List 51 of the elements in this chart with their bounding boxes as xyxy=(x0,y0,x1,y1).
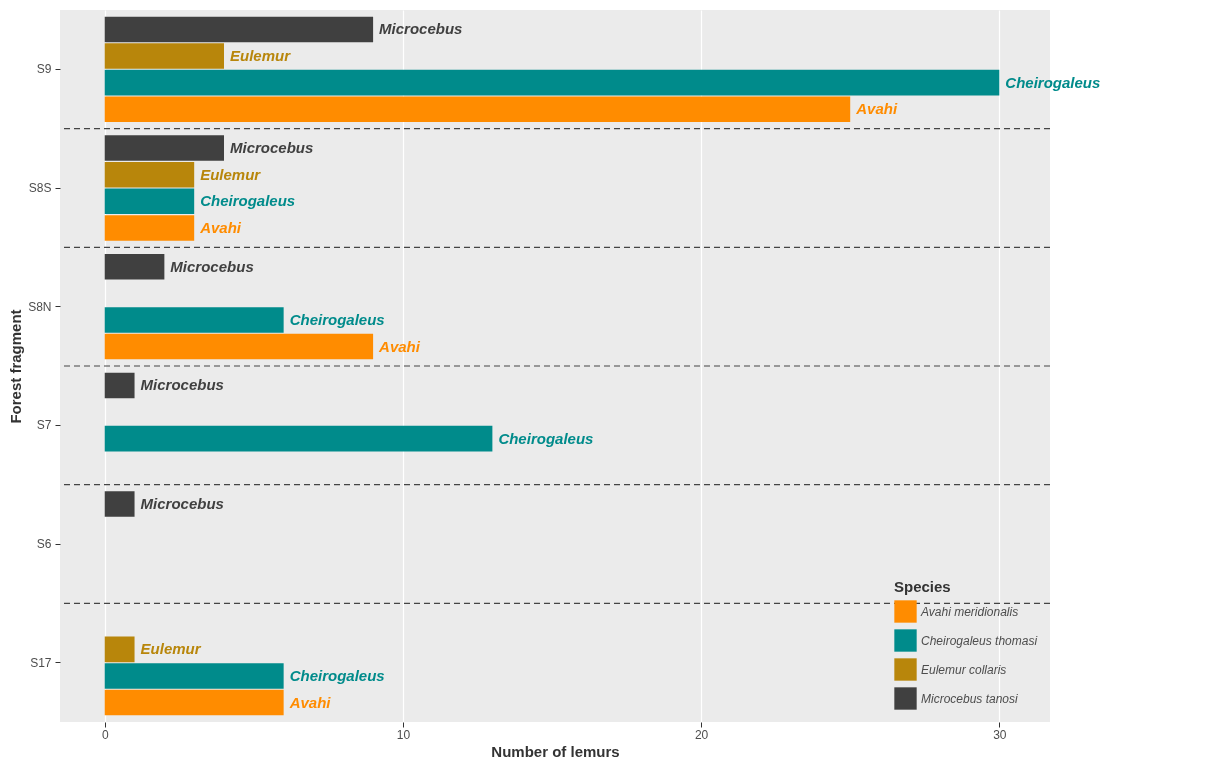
y-tick-label: S6 xyxy=(36,537,52,551)
x-tick-label: 10 xyxy=(396,727,411,742)
bar xyxy=(104,333,374,360)
data-label: Cheirogaleus xyxy=(289,666,385,684)
bar xyxy=(104,636,135,663)
y-tick-label: S8N xyxy=(28,299,52,314)
y-tick-label: S17 xyxy=(30,655,52,670)
bar xyxy=(104,372,135,399)
bar xyxy=(104,689,284,716)
data-label: Avahi xyxy=(855,100,898,118)
data-label: Cheirogaleus xyxy=(289,310,385,328)
legend-title: Species xyxy=(894,578,951,595)
y-axis-title: Forest fragment xyxy=(7,309,25,424)
data-label: Microcebus xyxy=(230,139,314,157)
x-tick-label: 20 xyxy=(694,727,709,742)
legend-label: Microcebus tanosi xyxy=(921,691,1019,706)
bar xyxy=(104,161,195,188)
data-label: Cheirogaleus xyxy=(200,192,296,210)
x-tick-label: 0 xyxy=(101,727,109,742)
data-label: Avahi xyxy=(288,693,332,711)
data-label: Cheirogaleus xyxy=(498,429,594,447)
data-label: Cheirogaleus xyxy=(1005,73,1101,91)
data-label: Microcebus xyxy=(379,20,463,38)
data-label: Microcebus xyxy=(140,376,224,394)
data-label: Avahi xyxy=(378,337,421,355)
data-label: Avahi xyxy=(199,218,242,236)
legend-label: Avahi meridionalis xyxy=(920,604,1019,619)
data-label: Eulemur xyxy=(230,47,292,65)
bar xyxy=(104,663,284,689)
bar xyxy=(104,135,225,161)
y-tick-label: S7 xyxy=(36,418,52,433)
y-tick-label: S9 xyxy=(36,62,52,77)
data-label: Eulemur xyxy=(140,640,202,658)
x-axis-title: Number of lemurs xyxy=(491,742,620,760)
legend-label: Cheirogaleus thomasi xyxy=(921,633,1038,648)
y-tick-label: S8S xyxy=(28,181,52,195)
bar xyxy=(104,307,284,333)
bar xyxy=(104,215,195,241)
bar xyxy=(104,69,1000,96)
data-label: Microcebus xyxy=(140,495,224,513)
data-label: Microcebus xyxy=(170,257,254,275)
bar xyxy=(104,96,851,123)
legend-label: Eulemur collaris xyxy=(921,662,1007,677)
data-label: Eulemur xyxy=(200,165,262,183)
bar xyxy=(104,16,374,43)
x-tick-label: 30 xyxy=(993,727,1007,742)
bar xyxy=(104,253,165,280)
bar xyxy=(104,188,195,215)
bar xyxy=(104,43,225,69)
bar xyxy=(104,425,493,452)
bar xyxy=(104,491,135,517)
